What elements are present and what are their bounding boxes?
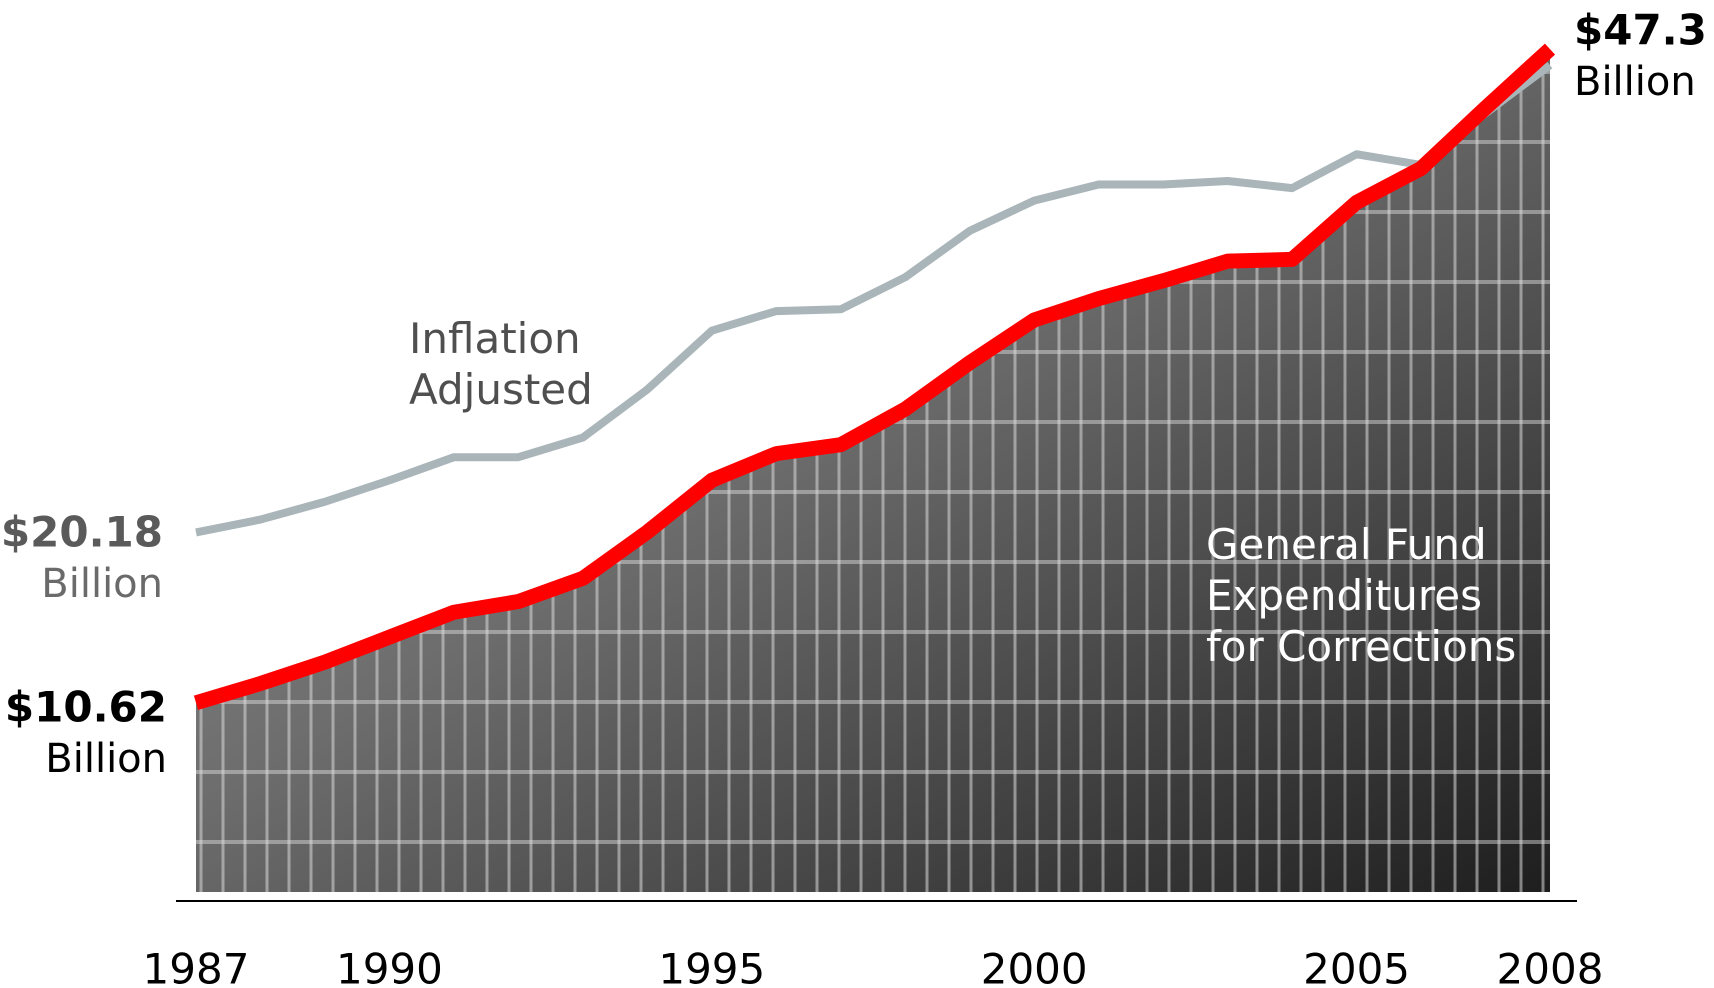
value-unit: Billion bbox=[45, 736, 167, 782]
series-label-line: Expenditures bbox=[1206, 571, 1482, 620]
value-label: $20.18 bbox=[1, 508, 163, 557]
x-tick-label: 2000 bbox=[981, 945, 1088, 988]
value-unit: Billion bbox=[1574, 59, 1696, 105]
value-label: $10.62 bbox=[5, 683, 167, 732]
area-texture bbox=[196, 49, 1550, 892]
x-tick-label: 2005 bbox=[1303, 945, 1410, 988]
series-label-line: for Corrections bbox=[1206, 622, 1516, 671]
series-label-line: Adjusted bbox=[409, 365, 593, 414]
value-label: $47.3 bbox=[1574, 6, 1707, 55]
x-tick-label: 1995 bbox=[658, 945, 765, 988]
line bbox=[193, 43, 1556, 710]
series-label-line: Inflation bbox=[409, 314, 581, 363]
x-tick-label: 1990 bbox=[336, 945, 443, 988]
x-tick-label: 1987 bbox=[143, 945, 250, 988]
series-label: General Fund Expenditures for Corrections bbox=[1206, 520, 1516, 671]
series-label-line: General Fund bbox=[1206, 520, 1487, 569]
value-unit: Billion bbox=[41, 561, 163, 607]
x-tick-label: 2008 bbox=[1497, 945, 1604, 988]
line bbox=[195, 61, 1553, 537]
series-label: Inflation Adjusted bbox=[409, 314, 593, 414]
